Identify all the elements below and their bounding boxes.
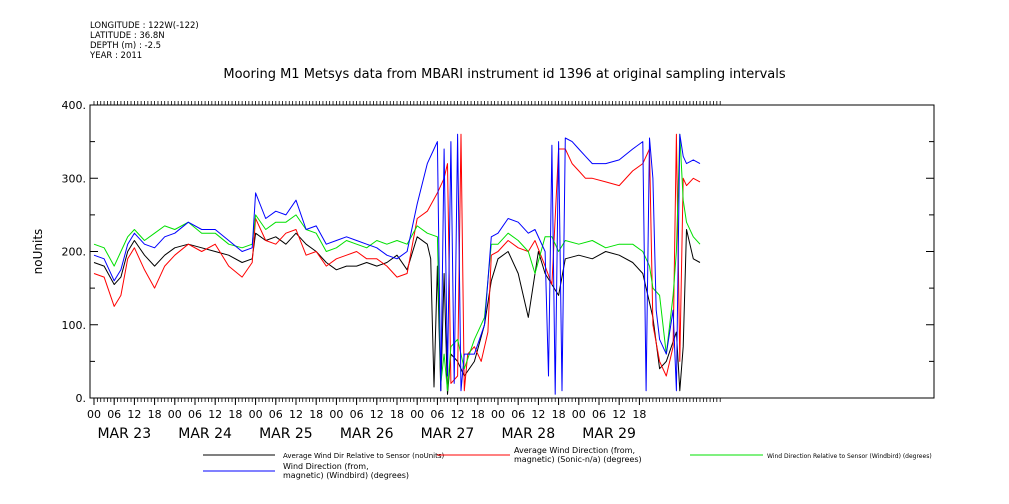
x-tick-label: 18 [471, 408, 485, 421]
x-tick-label: 06 [107, 408, 121, 421]
x-day-label: MAR 27 [421, 426, 475, 442]
legend-label: Average Wind Dir Relative to Sensor (noU… [283, 452, 444, 460]
x-tick-label: 00 [491, 408, 505, 421]
series-line-1 [93, 229, 701, 395]
x-tick-label: 00 [329, 408, 343, 421]
y-tick-label: 100. [62, 319, 87, 332]
x-tick-label: 12 [289, 408, 303, 421]
legend-label: magnetic) (Sonic-n/a) (degrees) [514, 455, 642, 464]
series-line-3 [93, 133, 701, 392]
legend-label: Wind Direction Relative to Sensor (Windb… [767, 453, 932, 460]
x-tick-label: 00 [168, 408, 182, 421]
x-tick-label: 12 [370, 408, 384, 421]
x-tick-label: 18 [228, 408, 242, 421]
x-tick-label: 12 [127, 408, 141, 421]
series-line-4 [93, 133, 701, 395]
x-tick-label: 06 [350, 408, 364, 421]
x-tick-label: 18 [309, 408, 323, 421]
x-tick-label: 18 [148, 408, 162, 421]
x-day-label: MAR 28 [501, 426, 555, 442]
metadata-block: LONGITUDE : 122W(-122) LATITUDE : 36.8N … [90, 21, 199, 61]
y-tick-label: 300. [62, 172, 87, 185]
x-tick-label: 00 [87, 408, 101, 421]
x-day-label: MAR 29 [582, 426, 636, 442]
x-tick-label: 06 [188, 408, 202, 421]
x-day-label: MAR 26 [340, 426, 394, 442]
x-tick-label: 06 [269, 408, 283, 421]
x-tick-label: 18 [632, 408, 646, 421]
x-tick-label: 06 [430, 408, 444, 421]
x-tick-label: 12 [451, 408, 465, 421]
x-tick-label: 06 [511, 408, 525, 421]
year-text: YEAR : 2011 [90, 51, 143, 61]
y-tick-label: 200. [62, 246, 87, 259]
x-tick-label: 00 [410, 408, 424, 421]
x-tick-label: 18 [552, 408, 566, 421]
x-day-label: MAR 25 [259, 426, 313, 442]
longitude-text: LONGITUDE : 122W(-122) [90, 21, 199, 31]
x-tick-label: 12 [531, 408, 545, 421]
x-day-label: MAR 24 [178, 426, 232, 442]
legend-label: magnetic) (Windbird) (degrees) [283, 471, 409, 480]
x-tick-label: 00 [249, 408, 263, 421]
legend-label: Average Wind Direction (from, [514, 446, 635, 455]
x-tick-label: 18 [390, 408, 404, 421]
y-axis-label: noUnits [31, 229, 45, 275]
latitude-text: LATITUDE : 36.8N [90, 31, 165, 41]
depth-text: DEPTH (m) : -2.5 [90, 41, 162, 51]
y-tick-label: 400. [62, 99, 87, 112]
x-day-label: MAR 23 [97, 426, 151, 442]
legend-label: Wind Direction (from, [283, 462, 369, 471]
x-tick-label: 12 [208, 408, 222, 421]
y-tick-label: 0. [76, 392, 87, 405]
x-tick-label: 12 [612, 408, 626, 421]
chart-title: Mooring M1 Metsys data from MBARI instru… [223, 67, 786, 82]
series-line-2 [93, 133, 701, 392]
x-tick-label: 06 [592, 408, 606, 421]
x-tick-label: 00 [572, 408, 586, 421]
